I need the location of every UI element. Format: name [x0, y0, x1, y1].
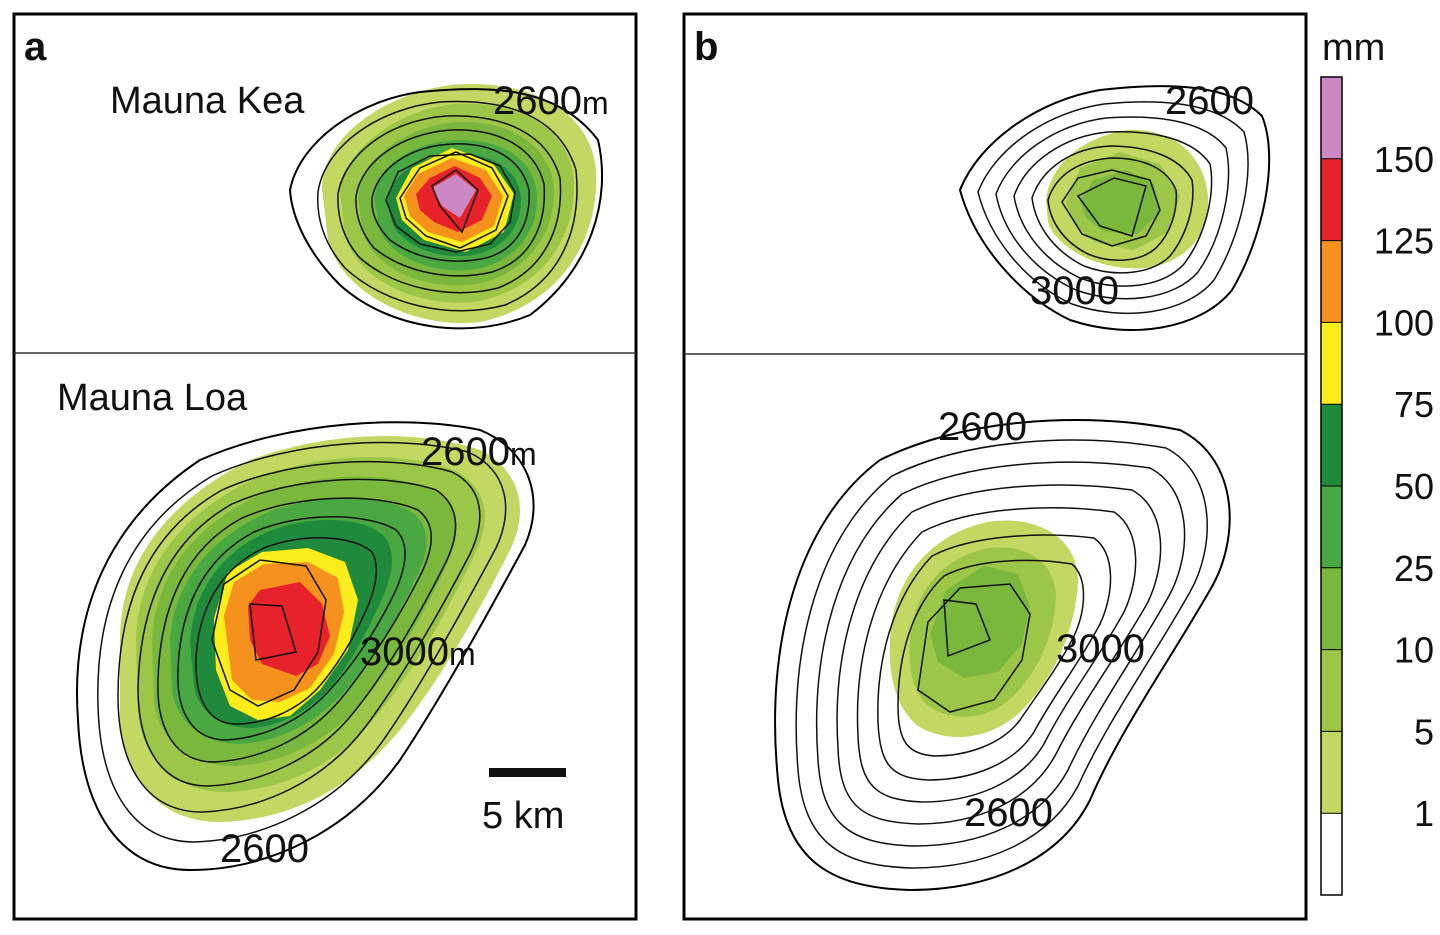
colorbar-swatch [1321, 158, 1342, 242]
contour-label-3000-ml-b: 3000 [1056, 627, 1145, 671]
panel-b: 2600 3000 2600 3000 2600 b [682, 12, 1308, 921]
contour-label-2600-ml-b-top: 2600 [938, 405, 1027, 449]
mk-b-contour-7 [1076, 177, 1147, 237]
mk-a-fill-150 [432, 174, 476, 218]
colorbar-tick-label: 25 [1394, 548, 1434, 589]
ml-a-contour-6 [195, 537, 378, 725]
ml-a-contour-8 [249, 603, 297, 661]
mountain-label-mauna-kea: Mauna Kea [110, 80, 305, 122]
colorbar-swatch [1321, 813, 1342, 896]
ml-a-contour-3 [137, 478, 457, 787]
mk-b-contour-2 [995, 116, 1230, 300]
ml-b-contour-5 [877, 534, 1112, 781]
ml-a-contour-4 [157, 497, 432, 763]
colorbar-ticks: 150 125 100 75 50 25 10 5 1 [1321, 139, 1434, 834]
mk-b-contour-4 [1031, 145, 1194, 274]
ml-b-contour-2 [815, 461, 1186, 847]
mk-b-contour-5 [1047, 157, 1178, 261]
contour-label-3000-mk-b: 3000 [1030, 269, 1119, 313]
mk-a-contour-6 [399, 151, 509, 249]
mk-a-contours [288, 88, 604, 330]
colorbar-tick-label: 5 [1414, 711, 1434, 752]
ml-a-contour-2 [117, 460, 481, 813]
colorbar-tick-label: 10 [1394, 630, 1434, 671]
mk-b-fill-10 [1080, 170, 1160, 234]
mk-a-contour-0 [288, 88, 604, 330]
contour-label-2600-mk-a: 2600m [493, 79, 609, 123]
colorbar-swatch [1321, 77, 1342, 160]
panel-letter-b: b [694, 25, 718, 69]
mk-a-contour-7 [431, 169, 479, 234]
mauna-kea-map-a: Mauna Kea 2600m [110, 79, 609, 330]
colorbar-tick-label: 125 [1374, 221, 1434, 262]
mauna-loa-map-b: 2600 3000 2600 [774, 405, 1231, 892]
colorbar-swatch [1321, 240, 1342, 323]
ml-a-contour-7 [211, 559, 327, 707]
mk-b-contour-0 [958, 85, 1271, 331]
contour-label-2600-ml-b-bottom: 2600 [964, 791, 1053, 835]
panel-letter-a: a [24, 25, 47, 69]
mk-a-contour-1 [316, 100, 578, 312]
colorbar-tick-label: 100 [1374, 302, 1434, 343]
ml-b-contour-4 [856, 507, 1137, 803]
colorbar-swatch [1321, 731, 1342, 814]
colorbar-frame [1320, 76, 1343, 896]
colorbar-unit: mm [1322, 27, 1385, 69]
scale-bar-label: 5 km [482, 795, 564, 837]
colorbar-swatch [1321, 404, 1342, 487]
ml-a-contour-0 [76, 421, 535, 872]
ml-b-contour-0 [774, 419, 1231, 892]
colorbar-tick-label: 50 [1394, 466, 1434, 507]
mk-a-contour-2 [337, 115, 562, 294]
ml-b-contour-1 [795, 439, 1208, 869]
mauna-loa-map-a: Mauna Loa 2600m 3000m 2600 5 km [57, 377, 566, 872]
colorbar-tick-label: 75 [1394, 384, 1434, 425]
mauna-kea-map-b: 2600 3000 [958, 79, 1271, 331]
ml-a-contour-1 [97, 441, 507, 843]
panel-a: Mauna Kea 2600m Mau [12, 12, 638, 921]
ml-a-contour-5 [177, 516, 406, 741]
ml-b-contour-6 [897, 559, 1085, 757]
colorbar-swatch [1321, 322, 1342, 405]
colorbar: mm 150 125 100 75 50 25 10 5 1 [1320, 27, 1434, 896]
mk-a-contour-4 [371, 143, 530, 262]
colorbar-tick-label: 1 [1414, 793, 1434, 834]
colorbar-swatch [1321, 486, 1342, 569]
contour-label-3000-ml-a: 3000m [360, 630, 476, 674]
mk-a-contour-5 [385, 153, 516, 253]
mk-b-contour-3 [1013, 131, 1213, 287]
ml-b-contour-3 [836, 484, 1162, 825]
mk-b-contour-1 [977, 101, 1249, 314]
colorbar-swatch [1321, 567, 1342, 651]
mk-b-contour-6 [1061, 169, 1161, 247]
panel-b-frame [682, 12, 1308, 921]
colorbar-tick-label: 150 [1374, 139, 1434, 180]
mk-b-contours [958, 85, 1271, 331]
ml-b-contours [774, 419, 1231, 892]
ml-b-contour-8 [943, 599, 991, 658]
ml-b-contour-7 [917, 583, 1031, 713]
ml-a-contours [76, 421, 535, 872]
colorbar-swatches [1321, 77, 1342, 896]
contour-label-2600-ml-a-bottom: 2600 [220, 827, 309, 871]
contour-label-2600-ml-a-top: 2600m [421, 430, 537, 474]
contour-label-2600-mk-b: 2600 [1165, 79, 1254, 123]
scale-bar [489, 768, 566, 777]
colorbar-swatch [1321, 649, 1342, 732]
mountain-label-mauna-loa: Mauna Loa [57, 377, 248, 419]
mk-a-contour-3 [355, 129, 546, 277]
